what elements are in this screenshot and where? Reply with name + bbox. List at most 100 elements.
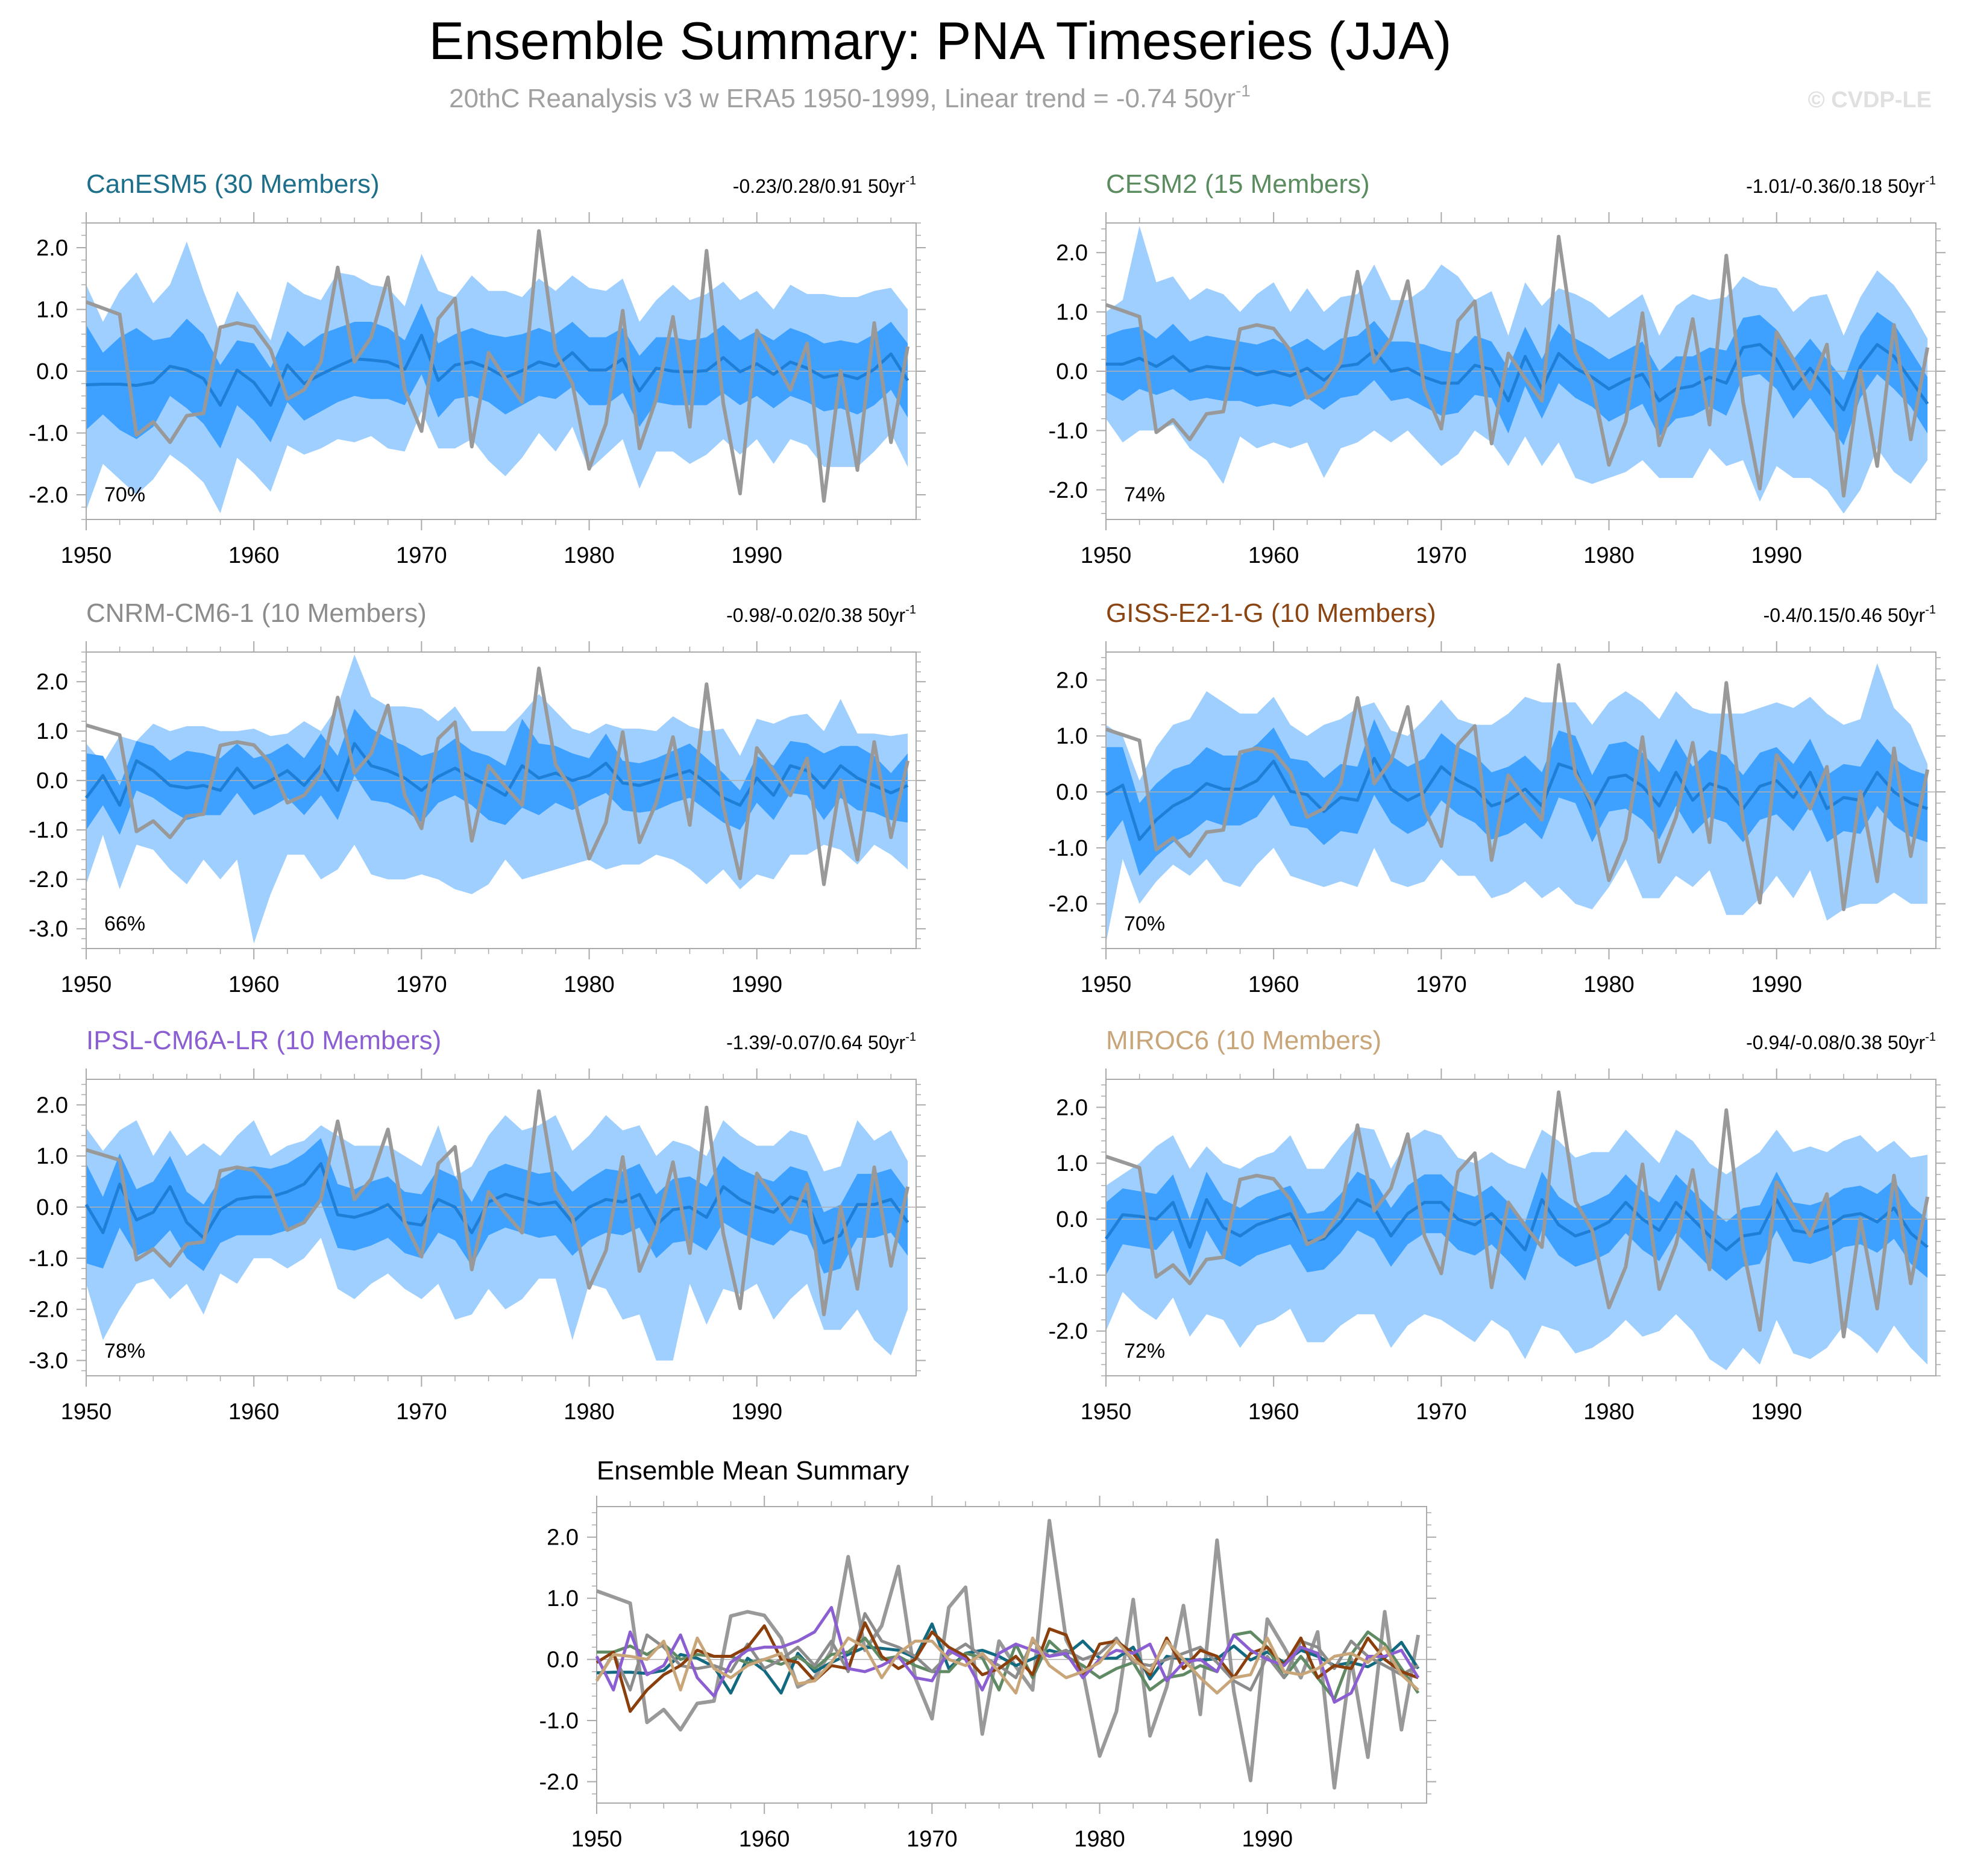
panel-canesm5-ytick-label: 1.0 bbox=[36, 298, 68, 323]
panel-ipsl-cm6a-lr-xtick-label: 1990 bbox=[731, 1399, 782, 1425]
panel-ipsl-cm6a-lr-xtick-label: 1950 bbox=[61, 1399, 112, 1425]
panel-ipsl-cm6a-lr-ytick-label: -3.0 bbox=[29, 1349, 68, 1374]
panel-cnrm-cm6-1-xtick-label: 1960 bbox=[228, 972, 280, 997]
panel-giss-e2-1-g-xtick-label: 1980 bbox=[1583, 972, 1635, 997]
panel-canesm5-observed-line bbox=[85, 229, 910, 503]
panel-cnrm-cm6-1-ytick-label: 1.0 bbox=[36, 719, 68, 744]
panel-giss-e2-1-g-ytick-label: 1.0 bbox=[1056, 724, 1088, 749]
panel-ipsl-cm6a-lr-xtick-label: 1980 bbox=[564, 1399, 615, 1425]
panel-ipsl-cm6a-lr-ytick-label: 1.0 bbox=[36, 1144, 68, 1169]
panel-cesm2-xtick-label: 1960 bbox=[1248, 543, 1299, 568]
panel-ipsl-cm6a-lr: IPSL-CM6A-LR (10 Members) -1.39/-0.07/0.6… bbox=[29, 1026, 926, 1425]
panel-miroc6-trend: -0.94/-0.08/0.38 50yr-1 bbox=[1746, 1031, 1936, 1053]
panel-canesm5-xtick-label: 1990 bbox=[731, 543, 782, 568]
panel-ensemble-mean-summary-frame bbox=[596, 1506, 1427, 1804]
panel-cesm2-observed-line bbox=[1105, 234, 1930, 498]
panel-ensemble-mean-summary-ytick-label: 1.0 bbox=[547, 1586, 579, 1611]
panel-canesm5-ensemble-mean-line bbox=[86, 334, 909, 407]
panel-ipsl-cm6a-lr-ensemble-mean-line bbox=[84, 1162, 909, 1244]
panel-miroc6-xtick-label: 1960 bbox=[1248, 1399, 1299, 1425]
panel-canesm5-trend-sup: -1 bbox=[905, 174, 916, 187]
panel-cesm2: CESM2 (15 Members) -1.01/-0.36/0.18 50yr-… bbox=[1049, 169, 1946, 568]
panel-ensemble-mean-summary-xtick-label: 1980 bbox=[1074, 1827, 1125, 1852]
panel-giss-e2-1-g-trend: -0.4/0.15/0.46 50yr-1 bbox=[1764, 603, 1936, 626]
panel-cesm2-title: CESM2 (15 Members) bbox=[1106, 169, 1370, 199]
panel-ipsl-cm6a-lr-inner-range-band bbox=[86, 1138, 908, 1274]
panel-ensemble-mean-summary-ytick-label: 0.0 bbox=[547, 1648, 579, 1673]
panel-cesm2-ytick-label: 2.0 bbox=[1056, 240, 1088, 266]
panel-cnrm-cm6-1-inner-range-band bbox=[86, 709, 908, 835]
panel-ipsl-cm6a-lr-ytick-label: -1.0 bbox=[29, 1246, 68, 1272]
panel-giss-e2-1-g-observed-line bbox=[1105, 663, 1930, 911]
panel-canesm5-ytick-label: -1.0 bbox=[29, 421, 68, 447]
panel-giss-e2-1-g-xtick-label: 1960 bbox=[1248, 972, 1299, 997]
panel-ipsl-cm6a-lr-title: IPSL-CM6A-LR (10 Members) bbox=[86, 1026, 441, 1055]
panel-canesm5-xtick-label: 1970 bbox=[396, 543, 447, 568]
panel-miroc6-ensemble-mean-line bbox=[1104, 1198, 1929, 1252]
panel-cesm2-trend: -1.01/-0.36/0.18 50yr-1 bbox=[1746, 174, 1936, 197]
panel-ensemble-mean-summary-xtick-label: 1970 bbox=[906, 1827, 958, 1852]
panel-canesm5-percent: 70% bbox=[104, 483, 145, 506]
panel-giss-e2-1-g-frame bbox=[1105, 651, 1936, 949]
panel-miroc6-ytick-label: -2.0 bbox=[1049, 1319, 1088, 1344]
panel-cnrm-cm6-1-title: CNRM-CM6-1 (10 Members) bbox=[86, 598, 427, 628]
panel-giss-e2-1-g-ytick-label: 2.0 bbox=[1056, 668, 1088, 693]
panel-cesm2-xtick-label: 1950 bbox=[1081, 543, 1132, 568]
panel-cesm2-percent: 74% bbox=[1124, 483, 1165, 506]
panel-giss-e2-1-g-ensemble-mean-line bbox=[1105, 756, 1928, 841]
panel-canesm5-trend: -0.23/0.28/0.91 50yr-1 bbox=[733, 174, 916, 197]
panel-cesm2-ytick-label: 0.0 bbox=[1056, 359, 1088, 384]
panel-ipsl-cm6a-lr-ytick-label: -2.0 bbox=[29, 1297, 68, 1323]
panel-giss-e2-1-g-trend-value: -0.4/0.15/0.46 50yr bbox=[1764, 604, 1926, 626]
panel-giss-e2-1-g-xtick-label: 1970 bbox=[1416, 972, 1467, 997]
panel-cnrm-cm6-1-ytick-label: -1.0 bbox=[29, 818, 68, 843]
figure-subtitle: 20thC Reanalysis v3 w ERA5 1950-1999, Li… bbox=[449, 81, 1251, 113]
panel-ensemble-mean-summary-series-miroc6 bbox=[595, 1636, 1419, 1695]
panel-ensemble-mean-summary-title: Ensemble Mean Summary bbox=[597, 1456, 909, 1485]
panel-ensemble-mean-summary-ytick-label: -2.0 bbox=[539, 1769, 579, 1795]
panel-giss-e2-1-g: GISS-E2-1-G (10 Members) -0.4/0.15/0.46 5… bbox=[1049, 598, 1946, 997]
panel-canesm5-xtick-label: 1950 bbox=[61, 543, 112, 568]
panel-ensemble-mean-summary-observed-line bbox=[595, 1519, 1421, 1790]
panel-miroc6-percent: 72% bbox=[1124, 1340, 1165, 1363]
panel-giss-e2-1-g-trend-sup: -1 bbox=[1925, 603, 1936, 616]
panel-canesm5-ytick-label: 0.0 bbox=[36, 359, 68, 384]
panel-canesm5-trend-value: -0.23/0.28/0.91 50yr bbox=[733, 175, 906, 197]
panel-miroc6-ytick-label: 2.0 bbox=[1056, 1095, 1088, 1120]
panel-cnrm-cm6-1-ensemble-mean-line bbox=[85, 742, 909, 807]
panel-canesm5-xtick-label: 1980 bbox=[564, 543, 615, 568]
panel-ipsl-cm6a-lr-ytick-label: 0.0 bbox=[36, 1195, 68, 1220]
figure-subtitle-sup: -1 bbox=[1236, 81, 1251, 100]
panel-miroc6-title: MIROC6 (10 Members) bbox=[1106, 1026, 1381, 1055]
panel-cesm2-ensemble-mean-line bbox=[1106, 343, 1929, 412]
panel-canesm5-inner-range-band bbox=[86, 303, 908, 449]
panel-ipsl-cm6a-lr-xtick-label: 1960 bbox=[228, 1399, 280, 1425]
panel-cnrm-cm6-1-ytick-label: -2.0 bbox=[29, 867, 68, 893]
panel-miroc6-trend-value: -0.94/-0.08/0.38 50yr bbox=[1746, 1032, 1925, 1053]
panel-giss-e2-1-g-ytick-label: -1.0 bbox=[1049, 836, 1088, 861]
panel-ensemble-mean-summary: Ensemble Mean Summary 2.0 1.0 0.0 -1.0 -2.0 19… bbox=[539, 1456, 1436, 1852]
panel-ipsl-cm6a-lr-xtick-label: 1970 bbox=[396, 1399, 447, 1425]
panel-canesm5-ytick-label: 2.0 bbox=[36, 236, 68, 261]
panel-miroc6: MIROC6 (10 Members) -0.94/-0.08/0.38 50yr… bbox=[1049, 1026, 1946, 1425]
panel-ensemble-mean-summary-ytick-label: 2.0 bbox=[547, 1525, 579, 1551]
panel-miroc6-trend-sup: -1 bbox=[1925, 1031, 1936, 1044]
figure-title: Ensemble Summary: PNA Timeseries (JJA) bbox=[429, 11, 1452, 71]
panel-cesm2-xtick-label: 1970 bbox=[1416, 543, 1467, 568]
watermark: © CVDP-LE bbox=[1808, 87, 1932, 113]
panel-cesm2-ytick-label: -2.0 bbox=[1049, 478, 1088, 503]
panel-cnrm-cm6-1-observed-line bbox=[86, 667, 910, 886]
panel-ensemble-mean-summary-ytick-label: -1.0 bbox=[539, 1708, 579, 1734]
panel-miroc6-xtick-label: 1950 bbox=[1081, 1399, 1132, 1425]
panel-cesm2-ytick-label: 1.0 bbox=[1056, 300, 1088, 325]
panel-cnrm-cm6-1-xtick-label: 1990 bbox=[731, 972, 782, 997]
panel-cesm2-ytick-label: -1.0 bbox=[1049, 418, 1088, 444]
panel-ensemble-mean-summary-series-giss-e2-1-g bbox=[595, 1621, 1419, 1713]
panel-miroc6-xtick-label: 1980 bbox=[1583, 1399, 1635, 1425]
panel-cnrm-cm6-1: CNRM-CM6-1 (10 Members) -0.98/-0.02/0.38 … bbox=[29, 598, 926, 997]
panel-ipsl-cm6a-lr-percent: 78% bbox=[104, 1340, 145, 1363]
panel-giss-e2-1-g-xtick-label: 1950 bbox=[1081, 972, 1132, 997]
panel-giss-e2-1-g-title: GISS-E2-1-G (10 Members) bbox=[1106, 598, 1436, 628]
panel-cesm2-xtick-label: 1990 bbox=[1751, 543, 1802, 568]
